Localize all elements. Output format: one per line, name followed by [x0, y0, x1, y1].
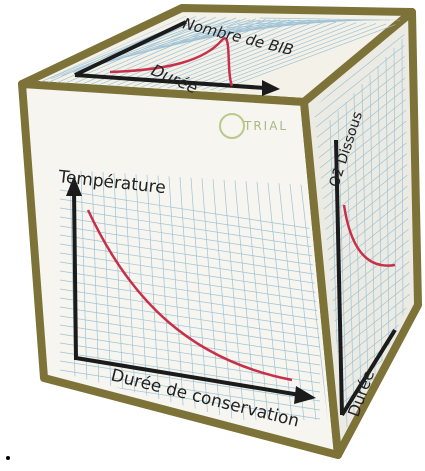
grid-line — [259, 17, 391, 21]
grid — [59, 169, 329, 421]
grid-line — [212, 179, 233, 421]
grid-line — [159, 21, 337, 92]
grid-line — [40, 16, 187, 83]
grid-line — [245, 181, 269, 421]
grid-line — [314, 84, 410, 166]
grid-line — [113, 172, 125, 421]
grids — [40, 16, 410, 440]
side-face — [300, 8, 422, 459]
front-curve — [86, 209, 293, 382]
grid-line — [59, 297, 321, 339]
grid-line — [59, 198, 321, 240]
grid-line — [87, 18, 247, 86]
grid-line — [59, 333, 321, 375]
grid-line — [59, 189, 321, 231]
grid-line — [151, 21, 327, 91]
grid-line — [207, 24, 397, 94]
grid — [40, 16, 401, 94]
grid-line — [314, 62, 410, 144]
grid-line — [59, 252, 321, 294]
grid-line — [314, 139, 410, 221]
grid-line — [314, 29, 410, 111]
logo-mark — [219, 113, 245, 139]
grid-line — [59, 225, 321, 267]
bullet — [6, 456, 10, 460]
grid-line — [377, 65, 383, 363]
grid-line — [59, 261, 321, 303]
grid-line — [314, 117, 410, 199]
grid-line — [237, 19, 371, 25]
grid-line — [127, 20, 297, 89]
grid-line — [314, 128, 410, 210]
grid-line — [234, 180, 257, 421]
grid-line — [59, 279, 321, 321]
grid-line — [59, 360, 321, 402]
grid-line — [256, 181, 281, 421]
grid-line — [401, 38, 404, 324]
side-curve — [342, 204, 396, 267]
grid-line — [314, 40, 410, 122]
grid-line — [59, 243, 321, 285]
grid-line — [289, 183, 317, 421]
grid-line — [314, 161, 410, 243]
grid-line — [314, 73, 410, 155]
grid-line — [183, 22, 367, 94]
grid-line — [94, 19, 241, 67]
grid-line — [59, 351, 321, 393]
grid-line — [191, 23, 377, 94]
grid-line — [59, 207, 321, 249]
grid-line — [167, 22, 347, 92]
grid-line — [59, 324, 321, 366]
grid-line — [300, 184, 329, 421]
axes — [66, 20, 397, 417]
grid-line — [80, 170, 89, 421]
grid-line — [146, 174, 161, 421]
grid-line — [143, 20, 317, 91]
grid-line — [314, 150, 410, 232]
grid-line — [278, 183, 305, 421]
grid-line — [314, 95, 410, 177]
grid-line — [314, 106, 410, 188]
grid-line — [157, 175, 173, 421]
grid-line — [179, 176, 197, 421]
grid-line — [59, 288, 321, 330]
top-curve — [109, 37, 234, 87]
grid-line — [59, 216, 321, 258]
grid-line — [59, 369, 321, 411]
grid-line — [361, 83, 369, 389]
grid-line — [59, 270, 321, 312]
grid-line — [124, 173, 137, 421]
grid-line — [135, 20, 307, 90]
grid-line — [79, 17, 237, 86]
grid-line — [59, 315, 321, 357]
logo-text: TRIAL — [243, 119, 288, 133]
grid-line — [175, 22, 357, 93]
grid-line — [393, 47, 397, 337]
grid-line — [59, 306, 321, 348]
grid-line — [314, 51, 410, 133]
grid-line — [248, 19, 381, 22]
